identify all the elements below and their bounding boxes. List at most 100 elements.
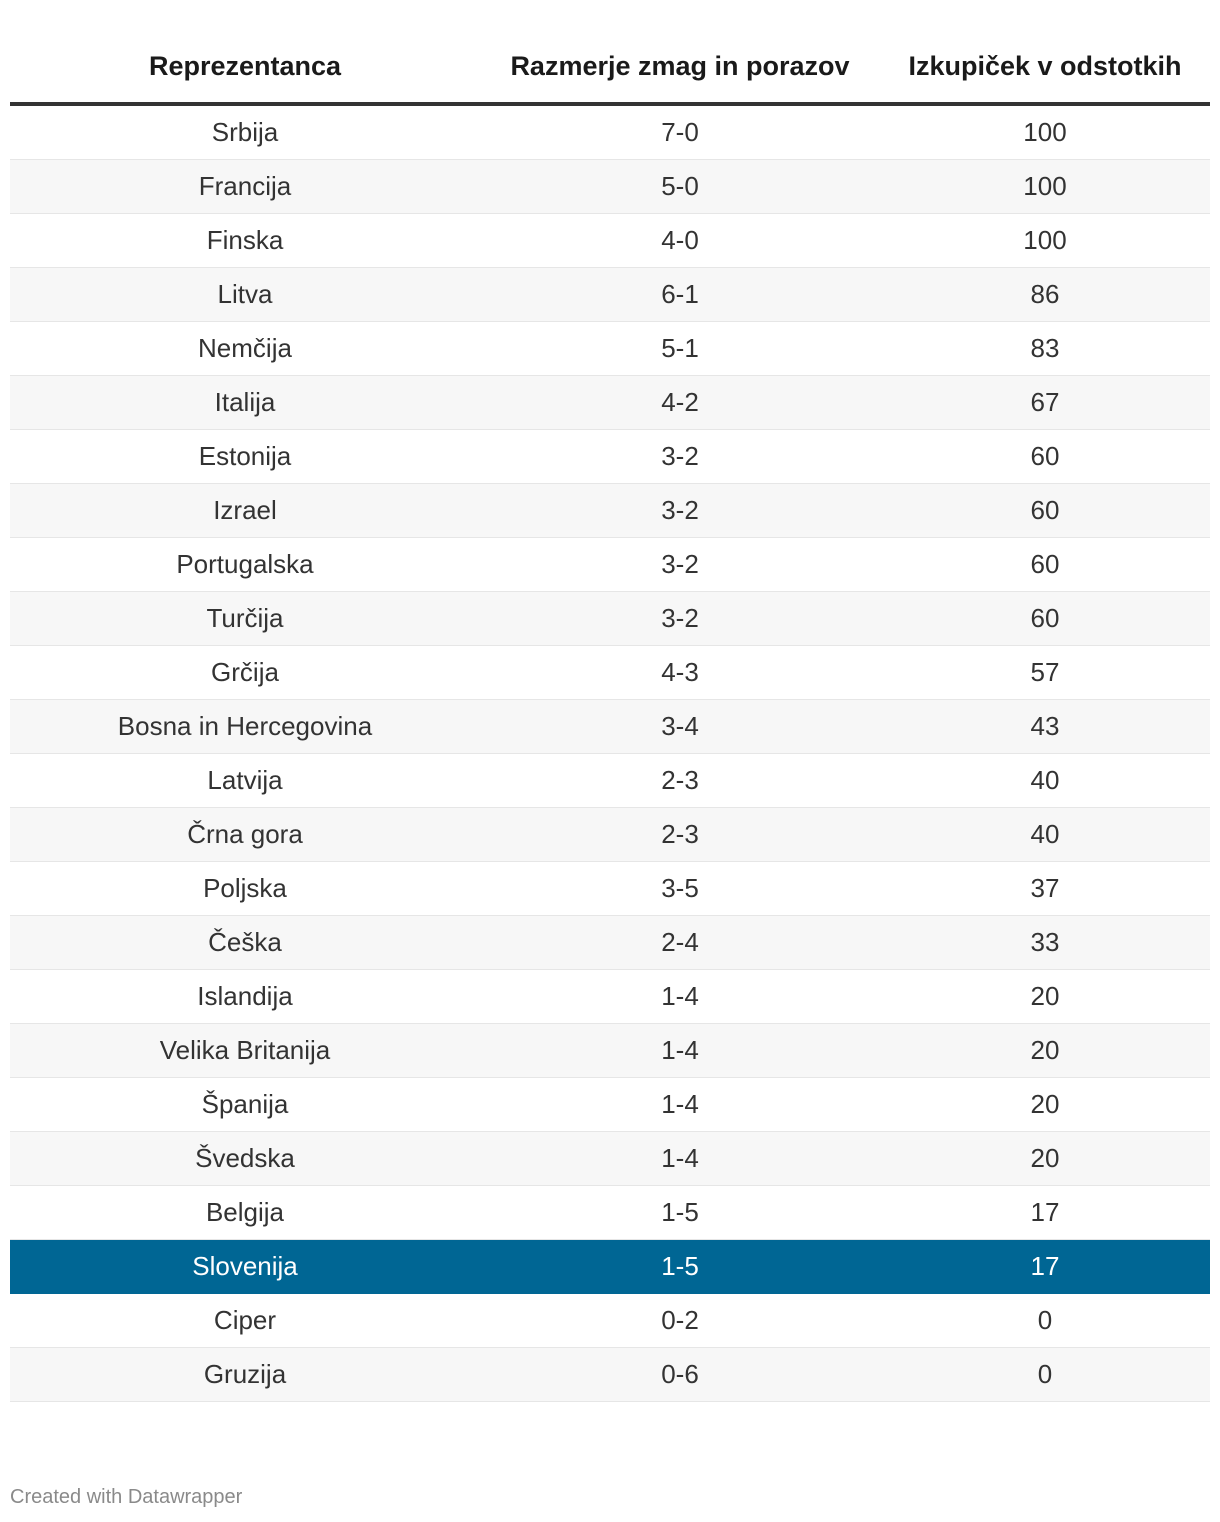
cell-team: Italija <box>10 375 480 430</box>
cell-percentage: 57 <box>880 645 1210 700</box>
cell-team: Francija <box>10 159 480 214</box>
cell-percentage: 86 <box>880 267 1210 322</box>
cell-record: 2-3 <box>480 753 880 808</box>
table-row: Švedska 1-4 20 <box>10 1131 1210 1186</box>
cell-percentage: 17 <box>880 1239 1210 1294</box>
cell-record: 3-2 <box>480 429 880 484</box>
cell-team: Črna gora <box>10 807 480 862</box>
cell-record: 3-2 <box>480 537 880 592</box>
cell-team: Latvija <box>10 753 480 808</box>
table-row: Nemčija 5-1 83 <box>10 321 1210 376</box>
table-row: Belgija 1-5 17 <box>10 1185 1210 1240</box>
cell-record: 4-3 <box>480 645 880 700</box>
cell-record: 4-2 <box>480 375 880 430</box>
cell-record: 3-4 <box>480 699 880 754</box>
table-row: Islandija 1-4 20 <box>10 969 1210 1024</box>
table-row: Latvija 2-3 40 <box>10 753 1210 808</box>
table-row: Ciper 0-2 0 <box>10 1293 1210 1348</box>
cell-record: 7-0 <box>480 104 880 160</box>
cell-team: Srbija <box>10 104 480 160</box>
cell-percentage: 100 <box>880 104 1210 160</box>
cell-percentage: 67 <box>880 375 1210 430</box>
table-row: Finska 4-0 100 <box>10 213 1210 268</box>
cell-percentage: 60 <box>880 591 1210 646</box>
cell-percentage: 60 <box>880 483 1210 538</box>
cell-record: 6-1 <box>480 267 880 322</box>
table-row: Češka 2-4 33 <box>10 915 1210 970</box>
cell-percentage: 20 <box>880 1131 1210 1186</box>
table-row: Velika Britanija 1-4 20 <box>10 1023 1210 1078</box>
cell-record: 3-5 <box>480 861 880 916</box>
cell-record: 1-4 <box>480 1131 880 1186</box>
cell-percentage: 17 <box>880 1185 1210 1240</box>
cell-record: 1-4 <box>480 1023 880 1078</box>
cell-team: Nemčija <box>10 321 480 376</box>
cell-team: Islandija <box>10 969 480 1024</box>
cell-record: 1-5 <box>480 1239 880 1294</box>
cell-percentage: 0 <box>880 1293 1210 1348</box>
cell-percentage: 60 <box>880 537 1210 592</box>
cell-record: 4-0 <box>480 213 880 268</box>
table-row: Estonija 3-2 60 <box>10 429 1210 484</box>
column-header-percentage[interactable]: Izkupiček v odstotkih <box>880 36 1210 106</box>
column-header-team[interactable]: Reprezentanca <box>10 36 480 106</box>
cell-team: Grčija <box>10 645 480 700</box>
table-row-highlighted: Slovenija 1-5 17 <box>10 1239 1210 1294</box>
cell-team: Finska <box>10 213 480 268</box>
cell-team: Belgija <box>10 1185 480 1240</box>
cell-record: 3-2 <box>480 483 880 538</box>
results-table-container: Reprezentanca Razmerje zmag in porazov I… <box>10 36 1210 1402</box>
cell-team: Ciper <box>10 1293 480 1348</box>
cell-record: 1-4 <box>480 1077 880 1132</box>
table-row: Francija 5-0 100 <box>10 159 1210 214</box>
cell-team: Estonija <box>10 429 480 484</box>
cell-team: Velika Britanija <box>10 1023 480 1078</box>
table-row: Poljska 3-5 37 <box>10 861 1210 916</box>
cell-percentage: 60 <box>880 429 1210 484</box>
table-row: Bosna in Hercegovina 3-4 43 <box>10 699 1210 754</box>
cell-team: Portugalska <box>10 537 480 592</box>
table-body: Srbija 7-0 100 Francija 5-0 100 Finska 4-0 100 Li… <box>10 104 1210 1402</box>
cell-percentage: 0 <box>880 1347 1210 1402</box>
table-row: Španija 1-4 20 <box>10 1077 1210 1132</box>
header-row: Reprezentanca Razmerje zmag in porazov I… <box>10 36 1210 106</box>
results-table: Reprezentanca Razmerje zmag in porazov I… <box>10 36 1210 1402</box>
cell-team: Španija <box>10 1077 480 1132</box>
cell-record: 0-6 <box>480 1347 880 1402</box>
cell-percentage: 100 <box>880 213 1210 268</box>
table-row: Izrael 3-2 60 <box>10 483 1210 538</box>
cell-record: 3-2 <box>480 591 880 646</box>
table-row: Turčija 3-2 60 <box>10 591 1210 646</box>
cell-record: 5-0 <box>480 159 880 214</box>
cell-record: 2-4 <box>480 915 880 970</box>
cell-team: Bosna in Hercegovina <box>10 699 480 754</box>
table-header: Reprezentanca Razmerje zmag in porazov I… <box>10 36 1210 106</box>
table-row: Črna gora 2-3 40 <box>10 807 1210 862</box>
cell-percentage: 33 <box>880 915 1210 970</box>
cell-record: 5-1 <box>480 321 880 376</box>
cell-team: Poljska <box>10 861 480 916</box>
table-row: Portugalska 3-2 60 <box>10 537 1210 592</box>
column-header-record[interactable]: Razmerje zmag in porazov <box>480 36 880 106</box>
cell-percentage: 40 <box>880 807 1210 862</box>
cell-team: Turčija <box>10 591 480 646</box>
footer-credit[interactable]: Created with Datawrapper <box>10 1486 243 1508</box>
cell-team: Gruzija <box>10 1347 480 1402</box>
cell-percentage: 20 <box>880 1077 1210 1132</box>
cell-percentage: 43 <box>880 699 1210 754</box>
cell-record: 1-4 <box>480 969 880 1024</box>
table-row: Grčija 4-3 57 <box>10 645 1210 700</box>
table-row: Srbija 7-0 100 <box>10 104 1210 160</box>
table-row: Gruzija 0-6 0 <box>10 1347 1210 1402</box>
cell-team: Švedska <box>10 1131 480 1186</box>
cell-percentage: 100 <box>880 159 1210 214</box>
cell-team: Slovenija <box>10 1239 480 1294</box>
cell-percentage: 40 <box>880 753 1210 808</box>
cell-team: Izrael <box>10 483 480 538</box>
cell-percentage: 37 <box>880 861 1210 916</box>
table-row: Litva 6-1 86 <box>10 267 1210 322</box>
cell-record: 0-2 <box>480 1293 880 1348</box>
cell-team: Litva <box>10 267 480 322</box>
cell-percentage: 20 <box>880 969 1210 1024</box>
cell-team: Češka <box>10 915 480 970</box>
